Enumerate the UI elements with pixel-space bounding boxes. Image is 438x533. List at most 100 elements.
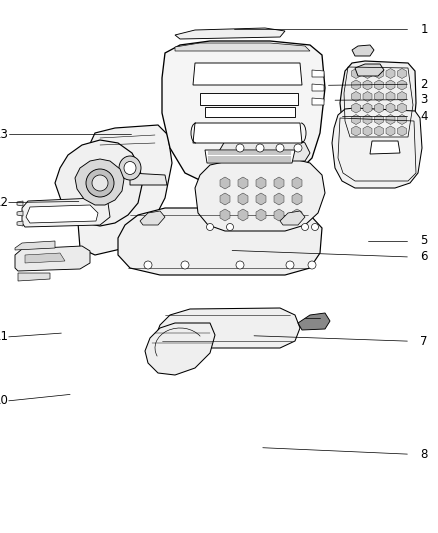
Polygon shape [220,209,230,221]
Polygon shape [274,193,284,205]
Polygon shape [193,123,302,143]
Polygon shape [386,115,395,125]
Polygon shape [332,108,422,188]
Polygon shape [340,61,416,140]
Polygon shape [352,92,360,101]
Polygon shape [363,126,372,136]
Polygon shape [312,98,324,105]
Ellipse shape [276,144,284,152]
Polygon shape [238,193,248,205]
Ellipse shape [86,169,114,197]
Ellipse shape [236,144,244,152]
Ellipse shape [236,261,244,269]
Polygon shape [374,80,384,90]
Polygon shape [292,209,302,221]
Polygon shape [398,103,406,113]
Polygon shape [352,115,360,125]
Ellipse shape [294,144,302,152]
Polygon shape [352,80,360,90]
Polygon shape [386,126,395,136]
Ellipse shape [206,223,213,230]
Polygon shape [256,209,266,221]
Polygon shape [363,80,372,90]
Ellipse shape [256,144,264,152]
Polygon shape [175,43,310,51]
Ellipse shape [301,223,308,230]
Polygon shape [238,177,248,189]
Text: 6: 6 [420,251,428,263]
Polygon shape [256,193,266,205]
Polygon shape [205,150,295,163]
Polygon shape [374,103,384,113]
Polygon shape [256,177,266,189]
Text: 8: 8 [420,448,428,461]
Polygon shape [352,69,360,78]
Polygon shape [363,69,372,78]
Ellipse shape [144,261,152,269]
Polygon shape [15,241,55,250]
Polygon shape [363,92,372,101]
Polygon shape [17,221,23,226]
Ellipse shape [308,261,316,269]
Polygon shape [15,246,90,271]
Polygon shape [145,323,215,375]
Polygon shape [312,84,324,91]
Polygon shape [398,69,406,78]
Polygon shape [25,253,65,263]
Polygon shape [18,273,50,281]
Polygon shape [374,115,384,125]
Ellipse shape [124,161,136,174]
Polygon shape [370,141,400,154]
Polygon shape [78,125,172,255]
Polygon shape [26,205,98,223]
Polygon shape [298,313,330,330]
Text: 13: 13 [0,128,9,141]
Polygon shape [195,158,325,231]
Ellipse shape [226,223,233,230]
Polygon shape [22,198,110,227]
Text: 5: 5 [420,235,428,247]
Polygon shape [352,45,374,56]
Polygon shape [398,115,406,125]
Polygon shape [140,211,165,225]
Polygon shape [374,92,384,101]
Polygon shape [352,126,360,136]
Polygon shape [162,41,325,188]
Polygon shape [386,80,395,90]
Polygon shape [398,92,406,101]
Polygon shape [175,28,285,39]
Text: 2: 2 [420,78,428,91]
Polygon shape [75,159,124,205]
Text: 3: 3 [420,93,428,106]
Polygon shape [374,69,384,78]
Polygon shape [280,211,305,225]
Polygon shape [374,126,384,136]
Polygon shape [386,92,395,101]
Polygon shape [55,140,142,226]
Polygon shape [312,70,324,77]
Polygon shape [17,211,23,216]
Text: 11: 11 [0,330,9,343]
Polygon shape [398,80,406,90]
Polygon shape [238,209,248,221]
Polygon shape [274,177,284,189]
Polygon shape [386,103,395,113]
Ellipse shape [286,261,294,269]
Polygon shape [220,193,230,205]
Polygon shape [386,69,395,78]
Text: 7: 7 [420,335,428,348]
Text: 12: 12 [0,196,9,209]
Polygon shape [200,93,298,105]
Polygon shape [355,64,384,76]
Polygon shape [363,115,372,125]
Text: 1: 1 [420,23,428,36]
Polygon shape [130,173,167,185]
Polygon shape [118,208,322,275]
Text: 4: 4 [420,110,428,123]
Polygon shape [17,201,23,206]
Ellipse shape [92,175,108,191]
Ellipse shape [311,223,318,230]
Polygon shape [274,209,284,221]
Polygon shape [193,63,302,85]
Polygon shape [155,308,300,348]
